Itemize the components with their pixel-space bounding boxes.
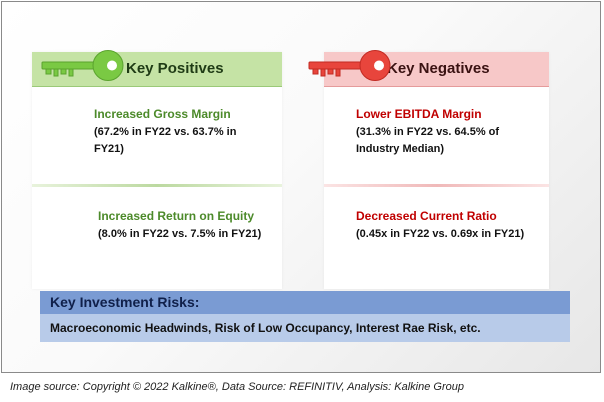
negative-item-detail-line: (31.3% in FY22 vs. 64.5% of: [356, 126, 500, 138]
green-key-icon: [41, 50, 124, 81]
key-negatives-title: Key Negatives: [387, 60, 490, 77]
positive-item-detail: (67.2% in FY22 vs. 63.7% in FY21): [94, 124, 236, 158]
positive-item-detail: (8.0% in FY22 vs. 7.5% in FY21): [98, 228, 262, 240]
key-negatives-panel: Key Negatives Lower EBITDA Margin (31.3%…: [324, 52, 549, 289]
negative-item-detail: (0.45x in FY22 vs. 0.69x in FY21): [356, 228, 525, 240]
negatives-divider: [324, 184, 549, 187]
infographic-frame: Key Positives Increased Gross Margin (67…: [1, 1, 601, 373]
positive-item-detail-line: (67.2% in FY22 vs. 63.7% in: [94, 126, 237, 138]
positive-item-title: Increased Return on Equity: [98, 209, 255, 223]
negative-item-title: Decreased Current Ratio: [356, 209, 497, 223]
negative-item-detail: (31.3% in FY22 vs. 64.5% of Industry Med…: [356, 124, 499, 158]
positives-divider: [32, 184, 282, 187]
key-investment-risks-text: Macroeconomic Headwinds, Risk of Low Occ…: [40, 314, 570, 342]
negative-item-title: Lower EBITDA Margin: [356, 107, 482, 121]
image-source-caption: Image source: Copyright © 2022 Kalkine®,…: [10, 381, 464, 393]
key-positives-title: Key Positives: [126, 60, 224, 77]
key-investment-risks-title: Key Investment Risks:: [40, 291, 570, 314]
red-key-icon: [308, 50, 391, 81]
negative-item-detail-line: Industry Median): [356, 143, 445, 155]
positive-item-detail-line: FY21): [94, 143, 124, 155]
key-positives-panel: Key Positives Increased Gross Margin (67…: [32, 52, 282, 289]
positive-item-title: Increased Gross Margin: [94, 107, 231, 121]
